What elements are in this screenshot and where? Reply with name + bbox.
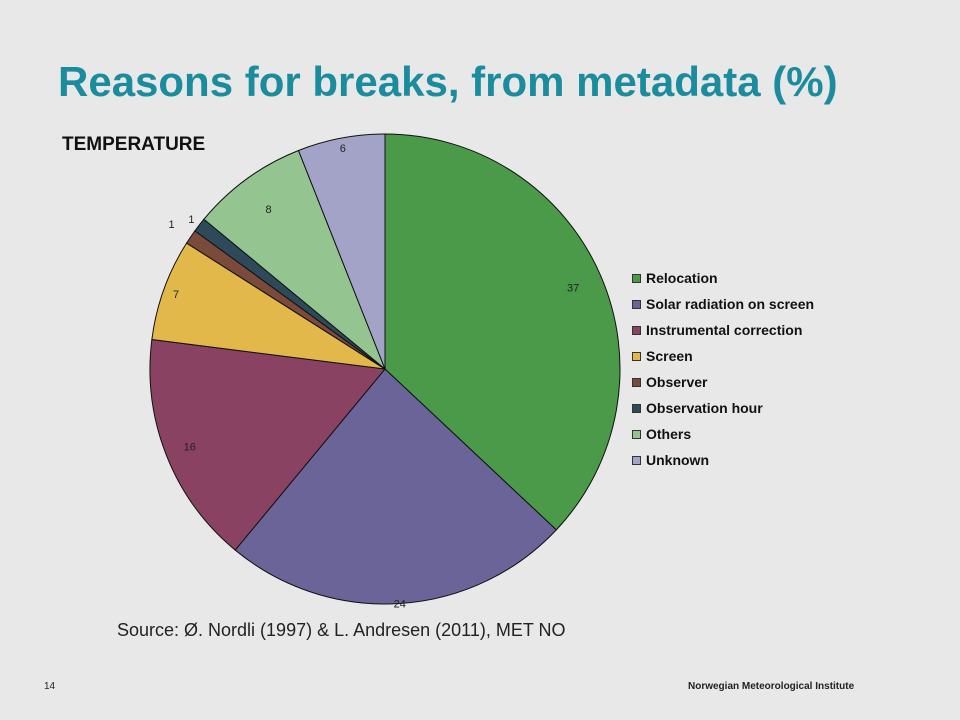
footer-organization: Norwegian Meteorological Institute [688, 681, 855, 692]
legend-label: Instrumental correction [646, 322, 803, 338]
chart-legend: Relocation Solar radiation on screen Instr… [632, 265, 814, 473]
legend-label: Unknown [646, 452, 709, 468]
legend-swatch [632, 455, 641, 465]
legend-label: Observation hour [646, 400, 763, 416]
slice-value-label: 7 [173, 289, 179, 301]
legend-item: Unknown [632, 447, 814, 473]
legend-swatch [632, 325, 641, 335]
source-citation: Source: Ø. Nordli (1997) & L. Andresen (… [117, 620, 566, 640]
slice-value-label: 37 [567, 283, 579, 295]
legend-item: Observation hour [632, 395, 814, 421]
legend-label: Screen [646, 348, 693, 364]
legend-label: Observer [646, 374, 708, 390]
slice-value-label: 6 [340, 143, 346, 155]
legend-item: Observer [632, 369, 814, 395]
legend-item: Solar radiation on screen [632, 291, 814, 317]
legend-label: Relocation [646, 270, 718, 286]
slice-value-label: 1 [188, 214, 194, 226]
slice-value-label: 1 [169, 219, 175, 231]
legend-item: Instrumental correction [632, 317, 814, 343]
legend-swatch [632, 273, 641, 283]
page-number: 14 [44, 681, 56, 692]
pie-slice-screen [151, 242, 386, 370]
legend-swatch [632, 299, 641, 309]
legend-swatch [632, 429, 641, 439]
slide-title: Reasons for breaks, from metadata (%) [58, 58, 838, 105]
pie-slice-others [203, 149, 386, 370]
legend-item: Relocation [632, 265, 814, 291]
legend-swatch [632, 403, 641, 413]
legend-swatch [632, 377, 641, 387]
slice-value-label: 8 [266, 204, 272, 216]
chart-title: TEMPERATURE [62, 134, 206, 155]
slice-value-label: 16 [184, 441, 196, 453]
legend-item: Screen [632, 343, 814, 369]
legend-swatch [632, 351, 641, 361]
pie-slice-relocation [384, 133, 621, 531]
pie-slice-instrumental-correction [149, 338, 386, 551]
slice-value-label: 24 [394, 599, 406, 611]
legend-label: Solar radiation on screen [646, 296, 815, 312]
legend-label: Others [646, 426, 692, 442]
legend-item: Others [632, 421, 814, 447]
pie-slice-unknown [297, 133, 386, 370]
pie-slice-solar-radiation-on-screen [234, 368, 558, 605]
